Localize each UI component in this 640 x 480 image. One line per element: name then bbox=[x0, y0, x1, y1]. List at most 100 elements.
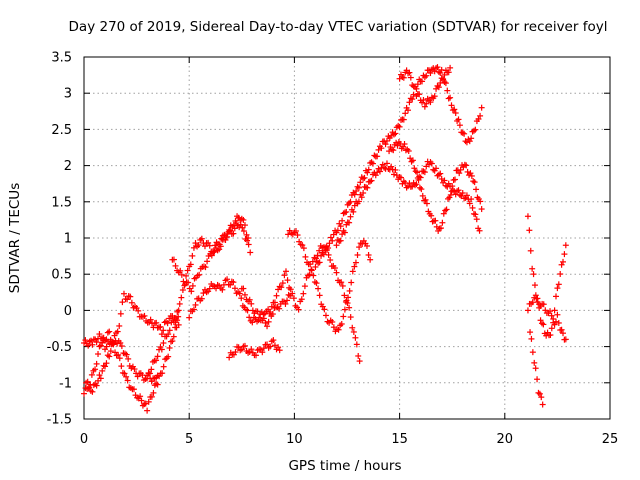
data-point bbox=[538, 394, 545, 401]
data-point bbox=[159, 370, 166, 377]
data-point bbox=[301, 283, 308, 290]
data-point bbox=[360, 190, 367, 197]
data-point bbox=[375, 165, 382, 172]
data-point bbox=[554, 285, 561, 292]
data-point bbox=[356, 244, 363, 251]
data-point bbox=[468, 172, 475, 179]
data-point bbox=[112, 349, 119, 356]
data-point bbox=[434, 82, 441, 89]
data-point bbox=[477, 198, 484, 205]
data-point bbox=[369, 160, 376, 167]
data-point bbox=[268, 303, 275, 310]
data-point bbox=[452, 176, 459, 183]
data-point bbox=[408, 158, 415, 165]
data-point bbox=[189, 282, 196, 289]
data-point bbox=[116, 355, 123, 362]
data-point bbox=[216, 241, 223, 248]
data-point bbox=[196, 271, 203, 278]
data-point bbox=[442, 80, 449, 87]
data-point bbox=[443, 206, 450, 213]
data-point bbox=[226, 226, 233, 233]
data-point bbox=[340, 313, 347, 320]
data-point bbox=[123, 351, 130, 358]
data-point bbox=[354, 251, 361, 258]
data-point bbox=[435, 171, 442, 178]
data-point bbox=[232, 349, 239, 356]
data-point bbox=[423, 72, 430, 79]
data-point bbox=[463, 162, 470, 169]
data-point bbox=[431, 68, 438, 75]
data-point bbox=[364, 184, 371, 191]
data-point bbox=[245, 241, 252, 248]
data-point bbox=[423, 200, 430, 207]
data-point bbox=[260, 315, 267, 322]
data-point bbox=[164, 320, 171, 327]
data-point bbox=[456, 122, 463, 129]
data-point bbox=[230, 230, 237, 237]
data-point bbox=[355, 198, 362, 205]
data-point bbox=[158, 331, 165, 338]
data-point bbox=[246, 296, 253, 303]
y-tick-label: 2 bbox=[64, 159, 72, 174]
data-point bbox=[407, 74, 414, 81]
data-point bbox=[264, 341, 271, 348]
data-point bbox=[147, 316, 154, 323]
data-point bbox=[103, 360, 110, 367]
data-point bbox=[341, 306, 348, 313]
data-point bbox=[235, 344, 242, 351]
data-point bbox=[188, 288, 195, 295]
data-point bbox=[409, 96, 416, 103]
data-point bbox=[534, 376, 541, 383]
data-point bbox=[236, 290, 243, 297]
data-point bbox=[335, 326, 342, 333]
data-point bbox=[275, 344, 282, 351]
data-point bbox=[437, 70, 444, 77]
data-point bbox=[192, 240, 199, 247]
data-point bbox=[416, 91, 423, 98]
data-point bbox=[361, 174, 368, 181]
data-point bbox=[166, 327, 173, 334]
data-point bbox=[95, 351, 102, 358]
data-point bbox=[456, 170, 463, 177]
x-tick-label: 20 bbox=[497, 432, 514, 447]
data-point bbox=[88, 371, 95, 378]
data-point bbox=[89, 388, 96, 395]
data-point bbox=[562, 242, 569, 249]
data-point bbox=[96, 331, 103, 338]
data-point bbox=[471, 179, 478, 186]
data-point bbox=[153, 319, 160, 326]
data-point bbox=[402, 110, 409, 117]
data-point bbox=[248, 346, 255, 353]
data-point bbox=[327, 256, 334, 263]
data-point bbox=[137, 393, 144, 400]
data-point bbox=[127, 293, 134, 300]
data-point bbox=[125, 355, 132, 362]
y-axis-label: SDTVAR / TECUs bbox=[7, 183, 23, 293]
x-tick-label: 10 bbox=[286, 432, 303, 447]
data-point bbox=[117, 339, 124, 346]
data-point bbox=[550, 315, 557, 322]
data-point bbox=[464, 168, 471, 175]
data-point bbox=[524, 213, 531, 220]
data-point bbox=[267, 309, 274, 316]
data-point bbox=[284, 297, 291, 304]
data-point bbox=[227, 281, 234, 288]
data-points bbox=[81, 64, 569, 414]
data-point bbox=[115, 351, 122, 358]
data-point bbox=[153, 357, 160, 364]
data-point bbox=[557, 271, 564, 278]
data-point bbox=[444, 195, 451, 202]
data-point bbox=[455, 116, 462, 123]
data-point bbox=[430, 166, 437, 173]
data-point bbox=[232, 217, 239, 224]
data-point bbox=[560, 330, 567, 337]
data-point bbox=[334, 236, 341, 243]
data-point bbox=[445, 69, 452, 76]
data-point bbox=[531, 282, 538, 289]
data-point bbox=[211, 248, 218, 255]
data-point bbox=[382, 141, 389, 148]
data-point bbox=[536, 390, 543, 397]
data-point bbox=[183, 272, 190, 279]
data-point bbox=[528, 335, 535, 342]
